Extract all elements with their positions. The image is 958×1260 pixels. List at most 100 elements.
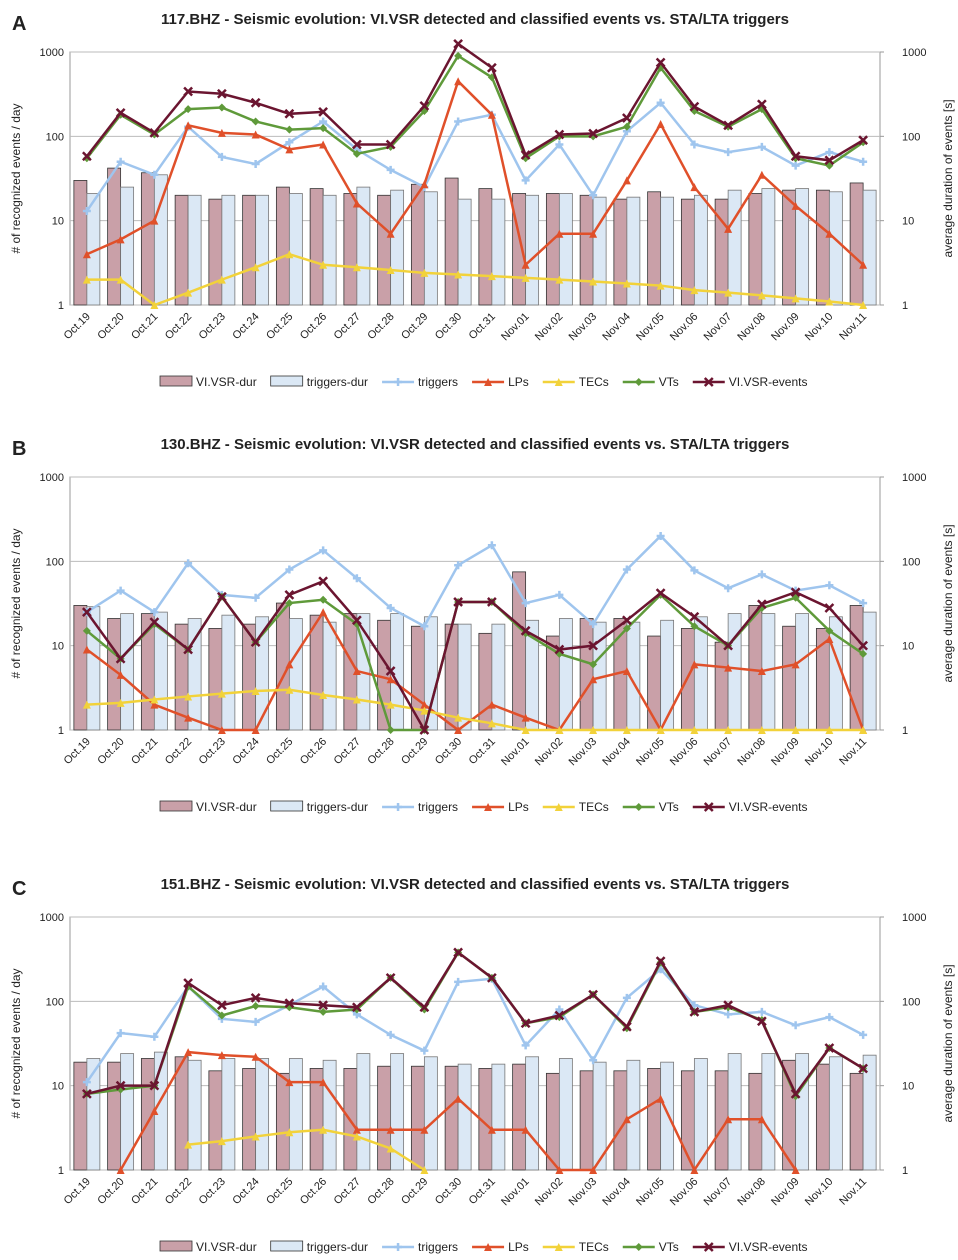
marker xyxy=(116,698,125,707)
marker xyxy=(150,170,159,179)
bar xyxy=(525,1056,540,1171)
marker xyxy=(284,998,295,1009)
y-tick-label: 100 xyxy=(46,556,64,568)
marker xyxy=(790,151,801,162)
marker xyxy=(859,301,868,309)
x-tick-label: Oct.19 xyxy=(62,1176,93,1207)
marker xyxy=(690,183,699,192)
marker xyxy=(723,1000,734,1011)
marker xyxy=(589,660,598,669)
bar xyxy=(714,641,729,731)
x-tick-label: Nov.09 xyxy=(769,311,802,344)
marker xyxy=(554,644,565,655)
marker xyxy=(689,611,700,622)
x-tick-label: Oct.28 xyxy=(365,1176,396,1207)
marker xyxy=(81,1088,92,1099)
bar xyxy=(187,618,202,731)
bar xyxy=(153,174,168,306)
bar xyxy=(208,1070,223,1171)
marker xyxy=(690,286,699,295)
legend-label: VI.VSR-events xyxy=(729,1240,808,1254)
bar xyxy=(647,1068,662,1171)
bar xyxy=(558,1058,573,1171)
marker xyxy=(150,1107,159,1116)
bar xyxy=(491,198,506,306)
marker xyxy=(724,726,733,734)
marker xyxy=(757,170,766,179)
marker xyxy=(319,1125,328,1134)
marker xyxy=(284,108,295,119)
x-tick-label: Nov.02 xyxy=(533,1176,566,1209)
marker xyxy=(454,713,463,722)
bar xyxy=(693,194,708,306)
legend-label: VTs xyxy=(659,375,679,389)
bar xyxy=(444,1065,459,1171)
marker xyxy=(487,272,496,281)
marker xyxy=(723,640,734,651)
marker xyxy=(82,1078,91,1087)
bar xyxy=(862,1054,877,1171)
marker xyxy=(656,98,665,107)
marker xyxy=(386,266,395,275)
marker xyxy=(217,275,226,284)
marker xyxy=(184,288,193,297)
marker xyxy=(825,634,834,643)
legend-swatch xyxy=(159,800,193,812)
marker xyxy=(859,726,868,734)
bar xyxy=(512,571,527,731)
legend-label: triggers-dur xyxy=(307,1240,368,1254)
marker xyxy=(184,121,193,130)
legend-label: VI.VSR-events xyxy=(729,375,808,389)
bar xyxy=(120,613,135,731)
x-tick-label: Oct.26 xyxy=(298,736,329,767)
x-tick-label: Nov.07 xyxy=(702,1176,735,1209)
marker xyxy=(420,180,429,189)
bar xyxy=(86,1058,101,1171)
marker xyxy=(724,148,733,157)
marker xyxy=(285,125,294,134)
marker xyxy=(319,546,328,555)
marker xyxy=(724,1010,733,1019)
marker xyxy=(724,663,733,672)
bar xyxy=(828,1056,843,1171)
x-tick-label: Oct.29 xyxy=(399,1176,430,1207)
x-tick-label: Nov.06 xyxy=(668,1176,701,1209)
marker xyxy=(251,726,260,734)
marker xyxy=(217,1051,226,1060)
bar xyxy=(153,611,168,731)
x-tick-label: Nov.01 xyxy=(499,1176,532,1209)
marker xyxy=(859,599,868,608)
marker xyxy=(554,1010,565,1021)
y-tick-label: 1 xyxy=(58,725,64,737)
bar xyxy=(592,196,607,306)
marker xyxy=(318,106,329,117)
x-tick-label: Oct.24 xyxy=(230,736,261,767)
bar xyxy=(828,191,843,306)
marker xyxy=(352,574,361,583)
marker xyxy=(757,667,766,676)
marker xyxy=(555,140,564,149)
x-tick-label: Nov.07 xyxy=(702,736,735,769)
legend-label: VI.VSR-dur xyxy=(196,800,257,814)
marker xyxy=(791,1021,800,1030)
x-tick-label: Nov.08 xyxy=(735,736,768,769)
marker xyxy=(521,599,530,608)
marker xyxy=(487,1125,496,1134)
marker xyxy=(351,615,362,626)
legend-label: VI.VSR-dur xyxy=(196,375,257,389)
marker xyxy=(656,120,665,129)
marker xyxy=(217,103,226,112)
legend-label: triggers-dur xyxy=(307,375,368,389)
x-tick-label: Oct.24 xyxy=(230,311,261,342)
bar xyxy=(322,1059,337,1171)
marker xyxy=(319,260,328,269)
marker xyxy=(420,1005,429,1014)
marker xyxy=(385,139,396,150)
marker xyxy=(251,1052,260,1061)
marker xyxy=(656,531,665,540)
marker xyxy=(285,1128,294,1137)
marker xyxy=(859,157,868,166)
x-tick-label: Oct.19 xyxy=(62,311,93,342)
marker xyxy=(724,584,733,593)
